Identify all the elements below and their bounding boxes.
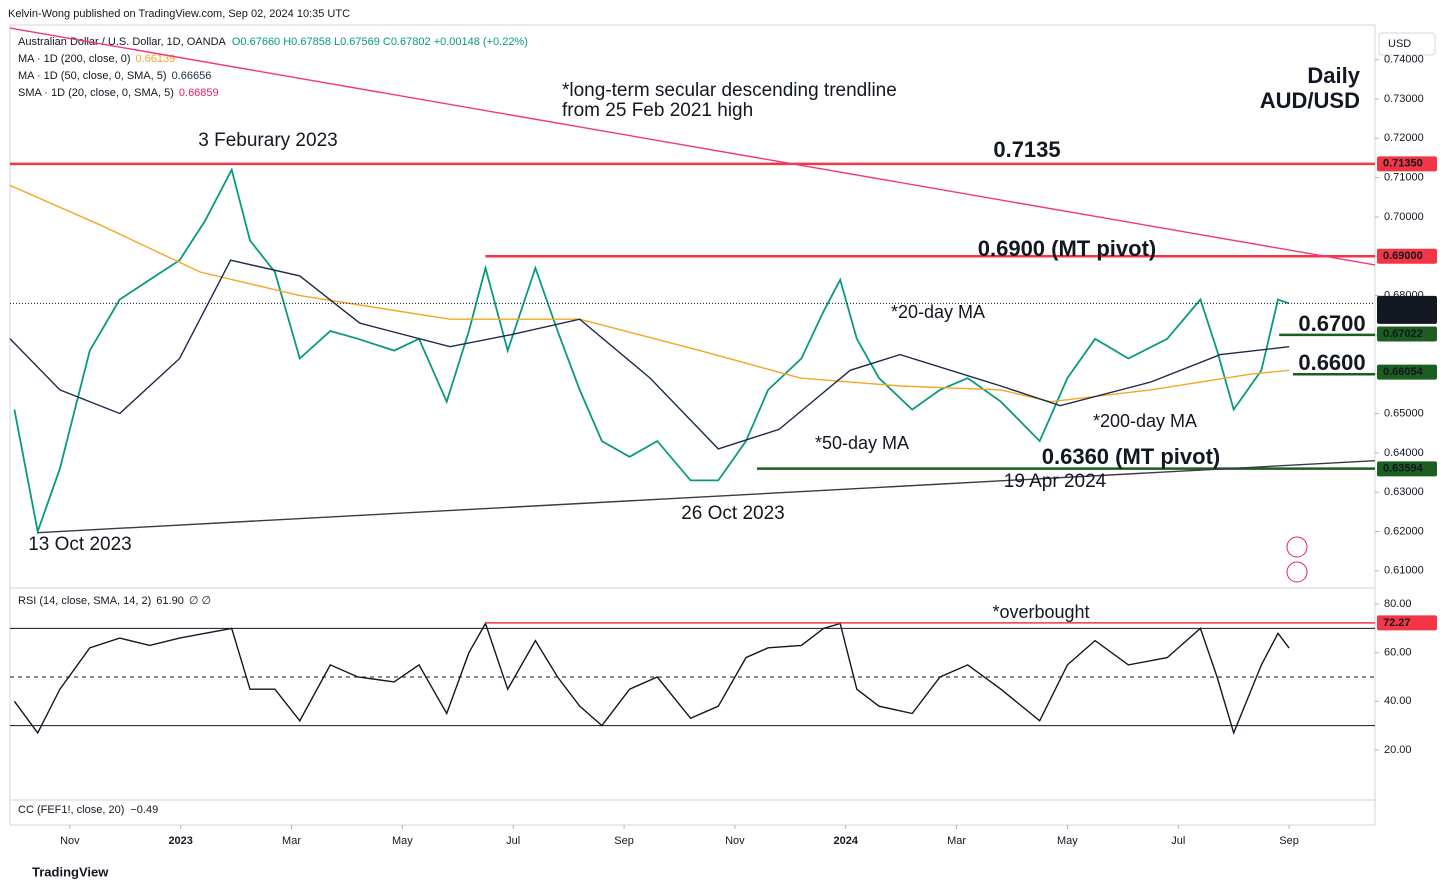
x-tick-label: Nov	[60, 835, 80, 847]
countdown: 10:24:29	[1383, 310, 1426, 322]
series-line	[37, 460, 1376, 534]
y-tick-label: 0.62000	[1384, 525, 1424, 537]
flag-icon[interactable]	[1286, 536, 1308, 558]
y-tick-label: 20.00	[1384, 744, 1412, 756]
legend-indicator: MA · 1D (50, close, 0, SMA, 5) 0.66656	[18, 70, 211, 82]
price-tag	[1377, 364, 1437, 380]
price-tag-label: 0.69000	[1383, 250, 1423, 262]
rsi-title: RSI (14, close, SMA, 14, 2) 61.90 ∅ ∅	[18, 595, 211, 607]
indicator-name: SMA · 1D (20, close, 0, SMA, 5)	[18, 87, 174, 99]
x-tick-label: Sep	[614, 835, 634, 847]
annotation: Daily	[1307, 63, 1360, 88]
x-tick-label: 2024	[833, 835, 858, 847]
annotation: *20-day MA	[891, 302, 985, 322]
annotation: *long-term secular descending trendline	[562, 80, 897, 101]
price-tag-label: 0.67802	[1383, 297, 1423, 309]
indicator-name: MA · 1D (50, close, 0, SMA, 5)	[18, 70, 167, 82]
rsi-last: 61.90	[156, 595, 184, 607]
indicator-value: 0.66859	[179, 87, 219, 99]
legend-ohlc: O0.67660 H0.67858 L0.67569 C0.67802 +0.0…	[232, 36, 528, 48]
level-label: 0.6360 (MT pivot)	[1042, 444, 1220, 469]
level-label: 0.7135	[993, 137, 1060, 162]
legend-symbol: Australian Dollar / U.S. Dollar, 1D, OAN…	[18, 36, 528, 48]
indicator-name: MA · 1D (200, close, 0)	[18, 53, 131, 65]
annotation: 26 Oct 2023	[681, 503, 785, 524]
legend-indicator: SMA · 1D (20, close, 0, SMA, 5) 0.66859	[18, 87, 219, 99]
cc-name: CC (FEF1!, close, 20)	[18, 804, 124, 816]
rsi-name: RSI (14, close, SMA, 14, 2)	[18, 595, 151, 607]
x-tick-label: May	[392, 835, 413, 847]
annotation: 13 Oct 2023	[28, 534, 132, 555]
y-tick-label: 0.72000	[1384, 132, 1424, 144]
annotation: 3 Feburary 2023	[198, 130, 337, 151]
annotation: from 25 Feb 2021 high	[562, 100, 753, 121]
series-line	[9, 259, 1290, 450]
x-tick-label: Jul	[506, 835, 520, 847]
y-tick-label: 0.63000	[1384, 486, 1424, 498]
x-tick-label: Sep	[1279, 835, 1299, 847]
price-tag	[1377, 156, 1437, 172]
flag-icon[interactable]	[1286, 561, 1308, 583]
y-tick-label: 0.61000	[1384, 565, 1424, 577]
annotation: *50-day MA	[815, 433, 909, 453]
rsi-extra: ∅ ∅	[189, 595, 211, 607]
level-label: 0.6600	[1298, 350, 1365, 375]
header: Kelvin-Wong published on TradingView.com…	[8, 8, 350, 20]
x-tick-label: Mar	[947, 835, 966, 847]
x-tick-label: 2023	[168, 835, 192, 847]
level-label: 0.6900 (MT pivot)	[978, 236, 1156, 261]
x-tick-label: Mar	[282, 835, 301, 847]
rsi-tag-label: 72.27	[1383, 617, 1411, 629]
annotation: *200-day MA	[1093, 411, 1197, 431]
x-tick-label: Nov	[725, 835, 745, 847]
y-tick-label: 60.00	[1384, 647, 1412, 659]
y-tick-label: 0.73000	[1384, 93, 1424, 105]
indicator-value: 0.66656	[172, 70, 212, 82]
price-tag-label: 0.66054	[1383, 366, 1424, 378]
x-tick-label: Jul	[1171, 835, 1185, 847]
y-tick-label: 0.64000	[1384, 447, 1424, 459]
y-tick-label: 80.00	[1384, 598, 1412, 610]
price-tag-label: 0.63594	[1383, 463, 1424, 475]
overbought-label: *overbought	[992, 602, 1089, 622]
currency-box[interactable]	[1378, 32, 1436, 56]
y-tick-label: 0.70000	[1384, 211, 1424, 223]
cc-value: −0.49	[130, 804, 158, 816]
price-tag-label: 0.71350	[1383, 158, 1423, 170]
currency[interactable]: USD	[1388, 38, 1411, 50]
series-line	[13, 621, 1290, 736]
legend-indicator: MA · 1D (200, close, 0) 0.66139	[18, 53, 175, 65]
series-line	[9, 27, 1376, 266]
price-tag	[1377, 295, 1437, 324]
y-tick-label: 0.65000	[1384, 407, 1424, 419]
series-line	[9, 184, 1290, 403]
rsi-tag	[1377, 615, 1437, 631]
cc-label: CC (FEF1!, close, 20) −0.49	[18, 804, 158, 816]
annotation: 19 Apr 2024	[1004, 471, 1107, 492]
x-tick-label: May	[1057, 835, 1078, 847]
y-tick-label: 40.00	[1384, 695, 1412, 707]
y-tick-label: 0.71000	[1384, 171, 1424, 183]
price-tag-label: 0.67022	[1383, 328, 1423, 340]
brand: TradingView	[32, 864, 109, 879]
price-tag	[1377, 248, 1437, 264]
annotation: AUD/USD	[1260, 88, 1360, 113]
y-tick-label: 0.74000	[1384, 54, 1424, 66]
price-tag	[1377, 326, 1437, 342]
level-label: 0.6700	[1298, 311, 1365, 336]
price-tag	[1377, 461, 1437, 477]
indicator-value: 0.66139	[136, 53, 176, 65]
series-line	[13, 167, 1290, 535]
legend-name: Australian Dollar / U.S. Dollar, 1D, OAN…	[18, 36, 227, 48]
